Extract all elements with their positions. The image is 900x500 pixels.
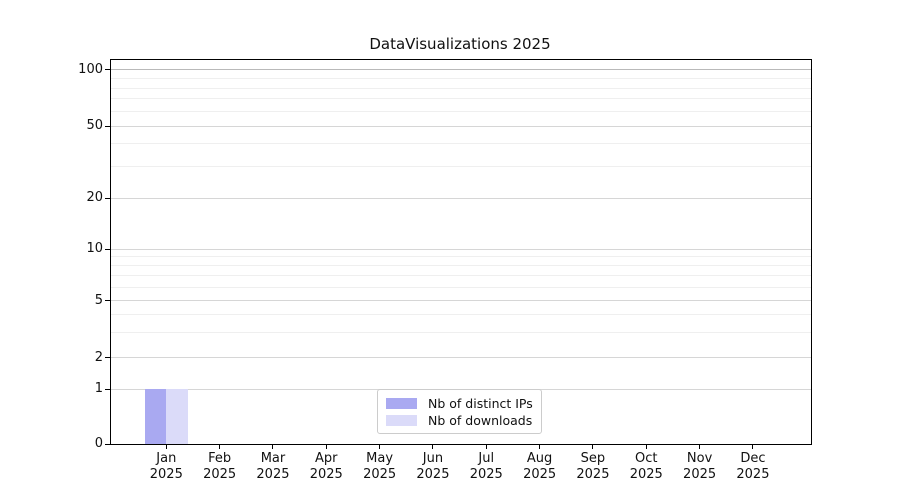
legend-swatch-0 xyxy=(386,398,417,409)
x-tick-label-6: Jul 2025 xyxy=(469,451,503,482)
x-tick-label-10: Nov 2025 xyxy=(683,451,717,482)
y-gridline-minor-8 xyxy=(111,265,811,267)
y-tick-label-2: 2 xyxy=(94,349,103,365)
x-tick-label-5: Jun 2025 xyxy=(416,451,450,482)
y-gridline-minor-3 xyxy=(111,332,811,334)
y-gridline-minor-7 xyxy=(111,275,811,277)
legend: Nb of distinct IPs Nb of downloads xyxy=(377,389,542,434)
x-tick-label-3: Apr 2025 xyxy=(309,451,343,482)
y-gridline-minor-70 xyxy=(111,98,811,100)
y-gridline-minor-60 xyxy=(111,110,811,112)
x-tick-label-4: May 2025 xyxy=(363,451,397,482)
legend-label-0: Nb of distinct IPs xyxy=(428,396,533,411)
y-gridline-major-5 xyxy=(111,300,811,302)
y-gridline-major-2 xyxy=(111,357,811,359)
x-tick-label-8: Sep 2025 xyxy=(576,451,610,482)
legend-swatch-1 xyxy=(386,415,417,426)
legend-row-0: Nb of distinct IPs xyxy=(386,396,533,411)
y-tick-label-100: 100 xyxy=(78,61,103,77)
x-tick-label-0: Jan 2025 xyxy=(149,451,183,482)
plot-area: 0 1 2 5 10 20 50 100 Jan 2025 Feb 2025 Mar 2025 Apr 202… xyxy=(78,59,812,482)
x-tick-7 xyxy=(539,444,541,449)
y-tick-label-50: 50 xyxy=(86,118,103,133)
y-gridline-minor-90 xyxy=(111,78,811,79)
x-tick-0 xyxy=(165,444,167,449)
y-tick-0 xyxy=(105,443,110,445)
legend-row-1: Nb of downloads xyxy=(386,413,533,428)
y-gridline-minor-9 xyxy=(111,256,811,258)
x-tick-4 xyxy=(379,444,381,449)
x-tick-5 xyxy=(432,444,434,449)
x-tick-6 xyxy=(485,444,487,449)
y-gridline-minor-4 xyxy=(111,314,811,316)
y-tick-label-0: 0 xyxy=(94,436,103,451)
y-gridline-major-100 xyxy=(111,69,811,71)
bar-series0-month0 xyxy=(144,389,167,444)
y-gridline-minor-80 xyxy=(111,87,811,89)
y-tick-2 xyxy=(105,357,110,359)
x-tick-label-9: Oct 2025 xyxy=(629,451,663,482)
y-tick-20 xyxy=(105,197,110,199)
x-tick-label-7: Aug 2025 xyxy=(523,451,557,482)
x-tick-8 xyxy=(592,444,594,449)
chart-title: DataVisualizations 2025 xyxy=(369,35,551,53)
x-tick-3 xyxy=(325,444,327,449)
y-tick-1 xyxy=(105,388,110,390)
legend-label-1: Nb of downloads xyxy=(428,413,533,428)
y-gridline-minor-6 xyxy=(111,286,811,288)
y-gridline-minor-30 xyxy=(111,165,811,167)
y-tick-label-10: 10 xyxy=(86,241,103,256)
y-gridline-minor-40 xyxy=(111,143,811,145)
y-tick-5 xyxy=(105,300,110,302)
x-tick-9 xyxy=(645,444,647,449)
x-tick-label-11: Dec 2025 xyxy=(736,451,770,482)
y-tick-label-20: 20 xyxy=(86,190,103,205)
x-tick-label-2: Mar 2025 xyxy=(256,451,290,482)
x-tick-10 xyxy=(699,444,701,449)
y-tick-label-5: 5 xyxy=(94,292,103,308)
x-tick-1 xyxy=(219,444,221,449)
bar-series1-month0 xyxy=(166,389,188,444)
x-tick-label-1: Feb 2025 xyxy=(203,451,237,482)
y-gridline-major-10 xyxy=(111,248,811,250)
y-gridline-major-50 xyxy=(111,125,811,127)
y-gridline-major-20 xyxy=(111,197,811,199)
y-tick-50 xyxy=(105,125,110,127)
y-tick-label-1: 1 xyxy=(94,381,103,397)
x-tick-11 xyxy=(752,444,754,449)
x-tick-2 xyxy=(272,444,274,449)
y-tick-100 xyxy=(105,69,110,71)
y-tick-10 xyxy=(105,248,110,250)
